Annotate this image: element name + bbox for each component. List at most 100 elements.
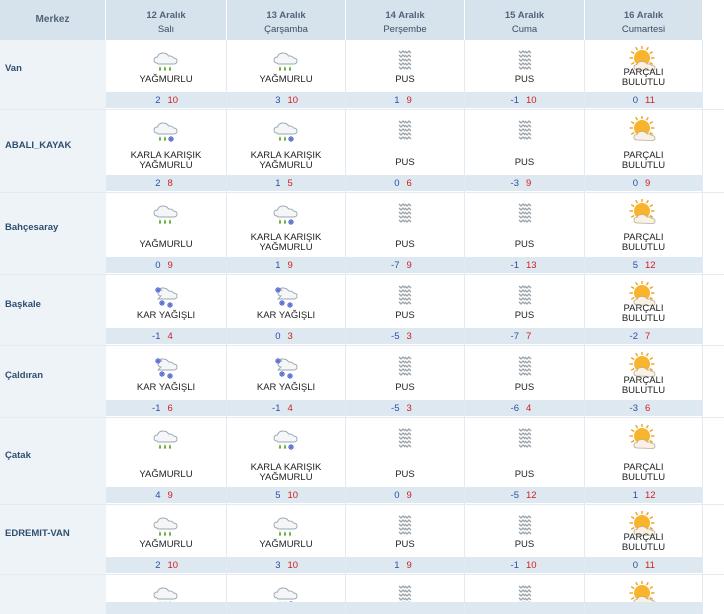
condition-text: PARÇALI BULUTLU bbox=[621, 532, 666, 553]
forecast-cell: PUS 0 6 bbox=[346, 110, 465, 192]
forecast-cell: PARÇALI BULUTLU 0 11 bbox=[585, 40, 703, 109]
forecast-cell: KARLA KARIŞIK YAĞMURLU 1 9 bbox=[227, 193, 346, 274]
city-cell bbox=[0, 418, 106, 504]
fog-icon bbox=[509, 46, 541, 74]
temperature-band: -5 3 bbox=[346, 328, 464, 344]
city-name[interactable]: Van bbox=[5, 63, 22, 74]
forecast-cell: KARLA KARIŞIK YAĞMURLU 2 8 bbox=[106, 110, 227, 192]
city-row: Başkale KAR YAĞIŞLI -1 4 KAR YAĞIŞLI 0 3 PUS -5 3… bbox=[0, 275, 724, 346]
max-temperature: 9 bbox=[645, 178, 651, 189]
temperature-band bbox=[346, 602, 464, 614]
forecast-cell: PUS -5 3 bbox=[346, 346, 465, 417]
fog-icon bbox=[389, 424, 421, 452]
max-temperature: 10 bbox=[526, 95, 537, 106]
min-temperature: 0 bbox=[632, 560, 638, 571]
condition-text: PUS bbox=[514, 157, 535, 168]
city-row bbox=[0, 575, 724, 614]
temperature-band bbox=[585, 602, 702, 614]
condition-text: PUS bbox=[514, 74, 535, 85]
max-temperature: 4 bbox=[287, 403, 293, 414]
condition-text: PUS bbox=[395, 239, 415, 250]
city-row: Çaldıran KAR YAĞIŞLI -1 6 KAR YAĞIŞLI -1 4 PUS -… bbox=[0, 346, 724, 418]
condition-text: PUS bbox=[514, 239, 535, 250]
forecast-cell: KAR YAĞIŞLI -1 4 bbox=[227, 346, 346, 417]
city-row: Van YAĞMURLU 2 10 YAĞMURLU 3 10 PUS 1 9 PUS -1 10 PAR… bbox=[0, 40, 724, 110]
min-temperature: 5 bbox=[275, 490, 281, 501]
max-temperature: 3 bbox=[406, 403, 412, 414]
condition-text: PUS bbox=[514, 382, 535, 393]
max-temperature: 10 bbox=[287, 560, 299, 571]
condition-text: KARLA KARIŞIK YAĞMURLU bbox=[130, 150, 202, 171]
temperature-band: 2 10 bbox=[106, 557, 226, 573]
sleet-icon bbox=[270, 199, 302, 227]
forecast-cell: KARLA KARIŞIK YAĞMURLU 5 10 bbox=[227, 418, 346, 504]
day-weekday: Salı bbox=[157, 24, 175, 35]
condition-text: PARÇALI BULUTLU bbox=[621, 462, 666, 483]
forecast-cell bbox=[585, 575, 703, 614]
min-temperature: 0 bbox=[155, 260, 161, 271]
min-temperature: -2 bbox=[629, 331, 638, 342]
condition-text: KARLA KARIŞIK YAĞMURLU bbox=[250, 150, 322, 171]
forecast-cell: YAĞMURLU 3 10 bbox=[227, 40, 346, 109]
snow-icon bbox=[270, 352, 302, 380]
forecast-cell: PUS -6 4 bbox=[465, 346, 585, 417]
max-temperature: 10 bbox=[287, 95, 299, 106]
day-header: 12 Aralık Salı bbox=[106, 0, 227, 40]
forecast-cell: PUS 1 9 bbox=[346, 40, 465, 109]
min-temperature: 4 bbox=[155, 490, 161, 501]
forecast-cell: PUS -7 7 bbox=[465, 275, 585, 345]
min-temperature: -7 bbox=[391, 260, 400, 271]
fog-icon bbox=[389, 511, 421, 539]
city-name[interactable]: Çaldıran bbox=[5, 370, 44, 381]
min-temperature: -7 bbox=[510, 331, 519, 342]
city-row: EDREMIT-VAN YAĞMURLU 2 10 YAĞMURLU 3 10 PUS 1 9 PU… bbox=[0, 505, 724, 575]
fog-icon bbox=[389, 116, 421, 144]
city-name[interactable]: Başkale bbox=[5, 299, 41, 310]
condition-text: PUS bbox=[395, 469, 415, 480]
day-weekday: Cumartesi bbox=[621, 24, 666, 35]
min-temperature: 0 bbox=[632, 178, 638, 189]
partly-cloudy-icon bbox=[628, 198, 660, 227]
city-name[interactable]: Bahçesaray bbox=[5, 222, 59, 233]
min-temperature: 0 bbox=[394, 178, 400, 189]
temperature-band: -2 7 bbox=[585, 328, 702, 344]
max-temperature: 5 bbox=[287, 178, 293, 189]
day-date: 13 Aralık bbox=[266, 10, 306, 21]
forecast-cell: PUS -1 10 bbox=[465, 505, 585, 574]
row-divider bbox=[0, 504, 724, 505]
temperature-band: 0 11 bbox=[585, 92, 702, 108]
row-divider bbox=[0, 192, 724, 193]
city-cell bbox=[0, 346, 106, 417]
temperature-band: 2 10 bbox=[106, 92, 226, 108]
city-name[interactable]: ABALI_KAYAK bbox=[5, 140, 72, 151]
condition-text: KAR YAĞIŞLI bbox=[136, 382, 196, 393]
condition-text: YAĞMURLU bbox=[259, 74, 313, 85]
city-name[interactable]: Çatak bbox=[5, 450, 31, 461]
condition-text: PUS bbox=[395, 310, 415, 321]
city-cell bbox=[0, 275, 106, 345]
min-temperature: -6 bbox=[510, 403, 519, 414]
condition-text: PARÇALI BULUTLU bbox=[621, 150, 666, 171]
temperature-band: -1 10 bbox=[465, 92, 584, 108]
temperature-band: -3 9 bbox=[465, 175, 584, 191]
max-temperature: 12 bbox=[526, 490, 537, 501]
day-header: 14 Aralık Perşembe bbox=[346, 0, 465, 40]
rain-icon bbox=[270, 511, 302, 539]
max-temperature: 10 bbox=[287, 490, 299, 501]
min-temperature: -1 bbox=[510, 560, 519, 571]
max-temperature: 9 bbox=[406, 560, 412, 571]
max-temperature: 10 bbox=[167, 95, 179, 106]
min-temperature: 2 bbox=[155, 95, 161, 106]
partly-cloudy-icon bbox=[628, 423, 660, 452]
max-temperature: 9 bbox=[406, 490, 412, 501]
city-cell bbox=[0, 505, 106, 574]
partly-cloudy-icon bbox=[628, 45, 660, 74]
min-temperature: 1 bbox=[394, 95, 400, 106]
merkez-header: Merkez bbox=[0, 0, 106, 40]
forecast-cell: PUS 0 9 bbox=[346, 418, 465, 504]
city-name[interactable]: EDREMIT-VAN bbox=[5, 528, 70, 539]
temperature-band: -1 10 bbox=[465, 557, 584, 573]
